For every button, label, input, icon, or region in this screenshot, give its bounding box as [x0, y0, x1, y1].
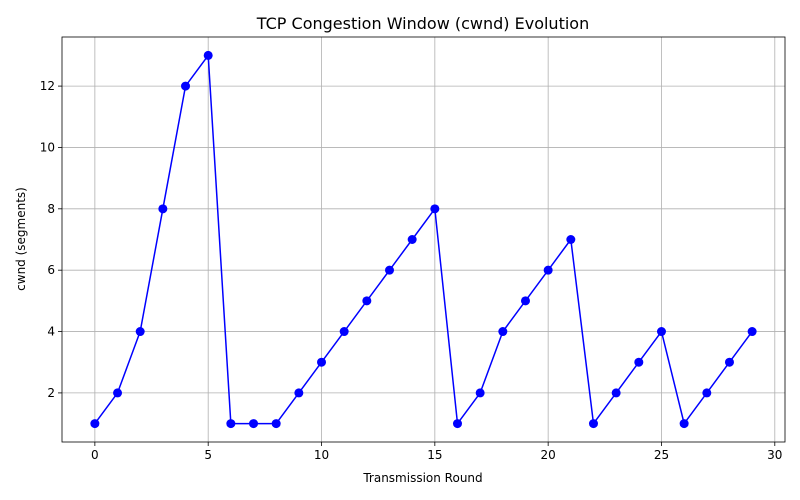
data-point — [249, 419, 259, 429]
x-axis-label: Transmission Round — [362, 471, 482, 485]
x-tick-label: 30 — [767, 448, 782, 462]
data-point — [724, 357, 734, 367]
data-point — [158, 204, 168, 214]
data-point — [385, 265, 395, 275]
data-point — [747, 327, 757, 337]
x-tick-label: 10 — [314, 448, 329, 462]
y-tick-label: 2 — [47, 386, 55, 400]
data-point — [611, 388, 621, 398]
data-point — [317, 357, 327, 367]
plot-frame — [61, 36, 786, 443]
data-point — [90, 419, 100, 429]
grid-lines — [62, 37, 785, 442]
data-point — [543, 265, 553, 275]
x-tick-label: 25 — [654, 448, 669, 462]
data-point — [702, 388, 712, 398]
data-point — [520, 296, 530, 306]
chart-title: TCP Congestion Window (cwnd) Evolution — [256, 14, 589, 33]
data-point — [181, 81, 191, 91]
x-tick-label: 15 — [427, 448, 442, 462]
y-tick-label: 10 — [40, 140, 55, 154]
y-axis-label: cwnd (segments) — [14, 187, 28, 291]
data-point — [226, 419, 236, 429]
y-tick-label: 8 — [47, 202, 55, 216]
y-tick-label: 12 — [40, 79, 55, 93]
data-point — [135, 327, 145, 337]
x-axis-ticks: 0 5 10 15 20 25 30 — [91, 442, 782, 462]
data-point — [475, 388, 485, 398]
data-point — [339, 327, 349, 337]
x-tick-label: 5 — [204, 448, 212, 462]
data-point — [271, 419, 281, 429]
data-point — [430, 204, 440, 214]
data-point — [203, 50, 213, 60]
data-point — [679, 419, 689, 429]
y-tick-label: 6 — [47, 263, 55, 277]
data-series — [90, 50, 757, 429]
x-tick-label: 20 — [541, 448, 556, 462]
data-point — [656, 327, 666, 337]
data-point — [588, 419, 598, 429]
data-point — [113, 388, 123, 398]
data-point — [452, 419, 462, 429]
y-axis-ticks: 2 4 6 8 10 12 — [40, 79, 62, 400]
data-point — [294, 388, 304, 398]
data-point — [407, 235, 417, 244]
data-point — [566, 235, 576, 244]
data-point — [498, 327, 508, 337]
x-tick-label: 0 — [91, 448, 99, 462]
data-point — [634, 357, 644, 367]
series-line — [94, 54, 753, 425]
data-point — [362, 296, 372, 306]
y-tick-label: 4 — [47, 325, 55, 339]
